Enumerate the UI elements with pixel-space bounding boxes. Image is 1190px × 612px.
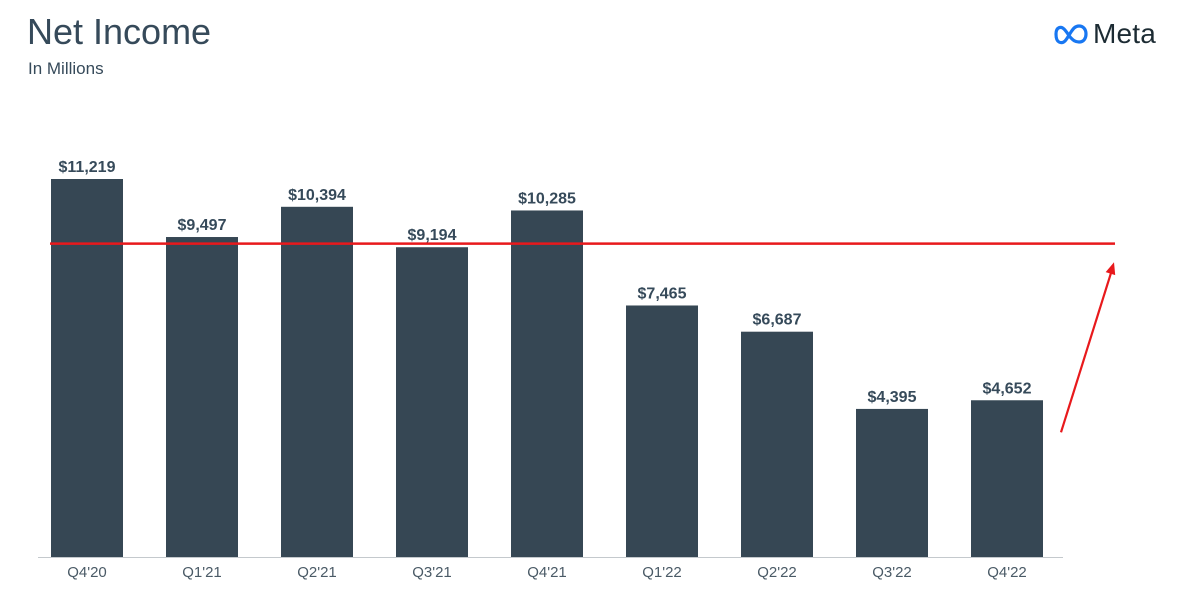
annotation-arrow-head	[1105, 262, 1116, 276]
brand-name: Meta	[1093, 18, 1157, 49]
x-tick-label: Q3'21	[412, 564, 452, 581]
x-tick-label: Q4'22	[987, 564, 1027, 581]
meta-infinity-icon	[1054, 24, 1088, 45]
bar-value-label: $6,687	[753, 312, 802, 329]
x-tick-label: Q4'20	[67, 564, 107, 581]
x-tick-label: Q3'22	[872, 564, 912, 581]
bar	[396, 247, 468, 557]
bar	[856, 408, 928, 557]
x-tick-label: Q4'21	[527, 564, 567, 581]
x-tick-label: Q1'21	[182, 564, 222, 581]
bar	[971, 400, 1043, 557]
page-subtitle: In Millions	[28, 59, 104, 78]
bar-value-label: $11,219	[59, 159, 116, 176]
bar-value-label: $10,285	[518, 190, 576, 207]
bar-value-label: $4,395	[868, 389, 917, 406]
bar	[511, 210, 583, 557]
x-tick-label: Q2'22	[757, 564, 797, 581]
bar	[51, 179, 123, 557]
x-tick-label: Q2'21	[297, 564, 337, 581]
x-tick-label: Q1'22	[642, 564, 682, 581]
brand-logo: Meta	[1053, 18, 1156, 50]
bar-value-label: $10,394	[288, 187, 346, 204]
bar	[166, 237, 238, 557]
bar-value-label: $4,652	[983, 380, 1032, 397]
bar-value-label: $9,194	[408, 227, 457, 244]
bar-value-label: $7,465	[638, 285, 687, 302]
bar-value-label: $9,497	[178, 217, 227, 234]
page-title: Net Income	[27, 11, 212, 52]
bar	[281, 206, 353, 557]
bar	[741, 331, 813, 557]
annotation-arrow-shaft	[1059, 267, 1114, 433]
bar	[626, 305, 698, 557]
